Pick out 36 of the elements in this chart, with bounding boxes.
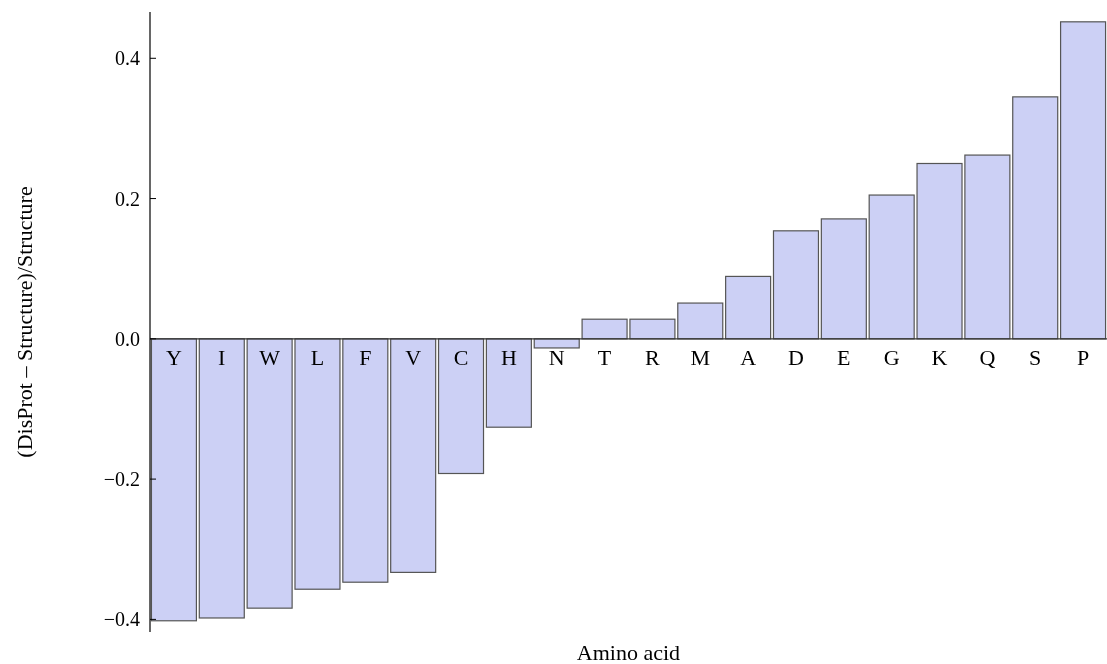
x-tick-label: P (1076, 344, 1090, 370)
x-tick-label: M (690, 344, 711, 370)
x-tick-label: R (645, 344, 661, 370)
x-tick-label: F (359, 344, 372, 370)
bar (150, 338, 198, 622)
x-axis-title: Amino acid (576, 640, 681, 664)
y-axis-title: (DisProt – Structure)/Structure (12, 186, 37, 458)
x-tick-label: L (310, 344, 325, 370)
x-tick-label: D (788, 344, 804, 370)
y-tick-label: 0.2 (115, 187, 140, 210)
x-tick-label: A (740, 344, 757, 370)
bar (725, 275, 772, 340)
x-tick-label: H (500, 344, 517, 370)
x-tick-label: K (931, 344, 948, 370)
bar (1059, 21, 1107, 340)
x-tick-label: C (453, 344, 469, 370)
bar (820, 218, 867, 340)
bar (437, 338, 485, 475)
x-tick-label: Q (979, 344, 996, 370)
x-tick-label: G (883, 344, 900, 370)
y-tick-label: 0.4 (115, 47, 140, 70)
y-tick-label: −0.4 (103, 608, 140, 631)
x-tick-label: V (405, 344, 422, 370)
bar (772, 230, 820, 340)
bar (390, 338, 437, 573)
x-tick-label: E (837, 344, 851, 370)
bar (533, 338, 580, 349)
y-tick-label: 0.0 (115, 327, 140, 350)
x-tick-label: N (548, 344, 565, 370)
y-tick-label: −0.2 (103, 468, 140, 491)
x-tick-label: S (1029, 344, 1042, 370)
x-tick-label: T (597, 344, 612, 370)
bar (485, 338, 532, 428)
x-tick-label: Y (165, 344, 182, 370)
x-tick-label: W (259, 344, 281, 370)
x-tick-label: I (218, 344, 226, 370)
